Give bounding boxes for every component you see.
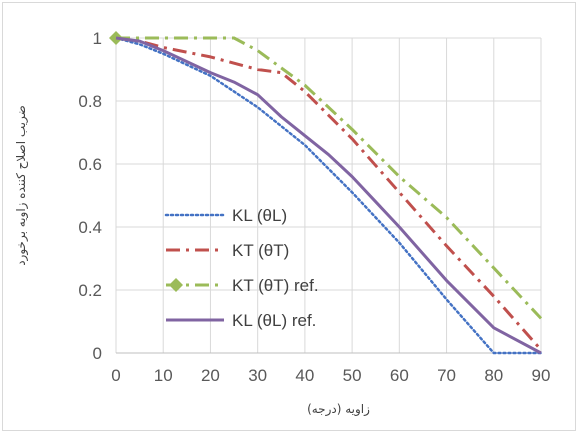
line-chart: 0 10 20 30 40 50 60 70 80 90 0 0.2 0.4 0.6 0.8 1 KL (θL…: [14, 29, 550, 417]
x-tick-label: 50: [343, 366, 362, 385]
axes: 0 10 20 30 40 50 60 70 80 90 0 0.2 0.4 0.6 0.8 1: [78, 29, 550, 385]
x-tick-label: 70: [437, 366, 456, 385]
y-tick-label: 0.8: [78, 92, 102, 111]
x-tick-label: 80: [484, 366, 503, 385]
series-line-2: [115, 36, 543, 351]
y-tick-label: 0.6: [78, 155, 102, 174]
series-line-3: [116, 36, 543, 320]
y-tick-label: 0.4: [78, 218, 102, 237]
legend-label: KT (θT): [232, 241, 289, 260]
series-line-1: [114, 36, 543, 355]
legend-label: KT (θT) ref.: [232, 276, 319, 295]
x-tick-label: 10: [154, 366, 173, 385]
x-tick-label: 0: [111, 366, 120, 385]
legend-label: KL (θL) ref.: [232, 311, 316, 330]
y-tick-label: 0: [93, 344, 102, 363]
y-tick-label: 1: [93, 29, 102, 48]
gridlines: [115, 37, 542, 354]
x-tick-label: 90: [532, 366, 551, 385]
x-tick-label: 30: [248, 366, 267, 385]
legend: KL (θL) KT (θT) KT (θT) ref. KL (θL) ref.: [164, 206, 319, 330]
x-tick-label: 60: [390, 366, 409, 385]
series-lines: [109, 31, 543, 355]
chart-frame: 0 10 20 30 40 50 60 70 80 90 0 0.2 0.4 0.6 0.8 1 KL (θL…: [2, 2, 576, 431]
x-tick-label: 20: [201, 366, 220, 385]
x-axis-title: زاویه (درجه): [307, 402, 370, 417]
legend-marker: [169, 278, 183, 292]
x-tick-label: 40: [295, 366, 314, 385]
series-line-4: [115, 36, 542, 355]
y-tick-label: 0.2: [78, 281, 102, 300]
y-axis-title: ضریب اصلاح کننده زاویه برخورد: [14, 105, 29, 266]
legend-label: KL (θL): [232, 206, 287, 225]
